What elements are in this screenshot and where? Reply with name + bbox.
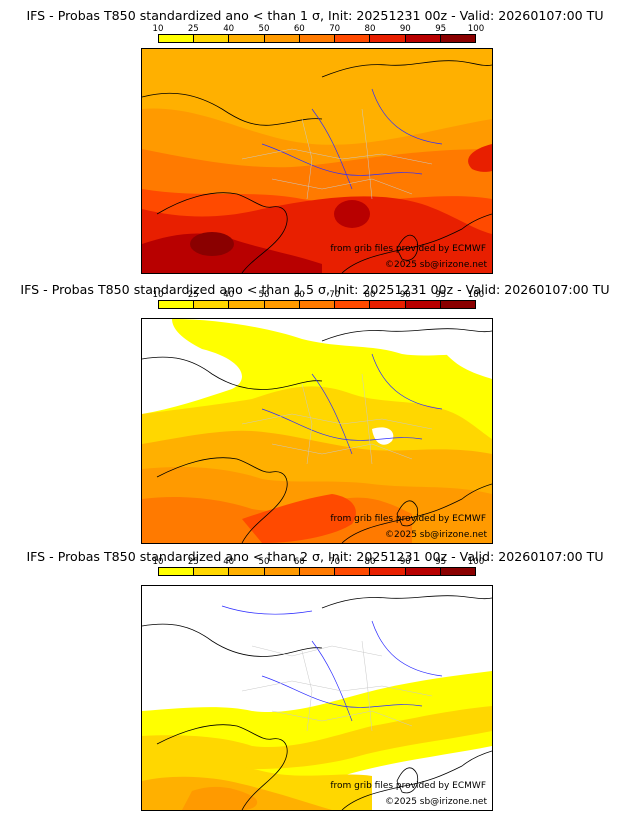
river-lines <box>261 353 443 455</box>
colorbar-swatch <box>335 301 371 308</box>
colorbar-tick: 100 <box>467 557 485 567</box>
coastline-lines <box>142 60 492 273</box>
colorbar-tick: 60 <box>293 290 305 300</box>
colorbar-tick: 70 <box>329 24 341 34</box>
colorbar-tick: 60 <box>293 24 305 34</box>
colorbar-tick: 25 <box>187 24 199 34</box>
colorbar-swatch <box>440 301 475 308</box>
probability-colorbar: 10 25 40 50 60 70 80 90 95 100 <box>153 24 484 44</box>
colorbar-swatch <box>264 35 300 42</box>
colorbar-swatch <box>370 301 406 308</box>
colorbar-tick: 40 <box>223 24 235 34</box>
colorbar-swatch <box>440 568 475 575</box>
colorbar-swatches <box>158 300 476 309</box>
colorbar-tick: 90 <box>399 24 411 34</box>
colorbar-swatch <box>159 301 195 308</box>
colorbar-swatch <box>194 301 230 308</box>
river-lines <box>221 605 443 722</box>
source-credit: from grib files provided by ECMWF <box>330 781 486 791</box>
colorbar-swatch <box>370 35 406 42</box>
colorbar-swatch <box>405 301 441 308</box>
colorbar-swatch <box>299 568 336 575</box>
region-borders <box>241 640 433 732</box>
colorbar-swatch <box>229 35 265 42</box>
colorbar-swatch <box>229 568 265 575</box>
colorbar-tick: 80 <box>364 557 376 567</box>
colorbar-swatches <box>158 34 476 43</box>
map-canvas <box>142 586 492 810</box>
colorbar-tick: 40 <box>223 290 235 300</box>
colorbar-tick: 80 <box>364 24 376 34</box>
colorbar-tick: 95 <box>435 557 447 567</box>
copyright-notice: ©2025 sb@irizone.net <box>385 797 487 807</box>
coastline-lines <box>142 328 492 543</box>
colorbar-tick: 70 <box>329 290 341 300</box>
panel-title: IFS - Probas T850 standardized ano < tha… <box>20 282 610 297</box>
probability-map: from grib files provided by ECMWF ©2025 … <box>141 585 493 811</box>
colorbar-swatch <box>299 301 336 308</box>
colorbar-swatch <box>194 568 230 575</box>
colorbar-swatch <box>405 35 441 42</box>
panel-title: IFS - Probas T850 standardized ano < tha… <box>26 8 604 23</box>
colorbar-tick: 100 <box>467 290 485 300</box>
colorbar-tick: 90 <box>399 557 411 567</box>
colorbar-tick: 100 <box>467 24 485 34</box>
colorbar-tick: 95 <box>435 290 447 300</box>
map-canvas <box>142 319 492 543</box>
probability-map: from grib files provided by ECMWF ©2025 … <box>141 48 493 274</box>
source-credit: from grib files provided by ECMWF <box>330 244 486 254</box>
colorbar-tick: 40 <box>223 557 235 567</box>
colorbar-tick: 50 <box>258 557 270 567</box>
coastline-lines <box>142 595 492 810</box>
probability-colorbar: 10 25 40 50 60 70 80 90 95 100 <box>153 290 484 310</box>
colorbar-tick: 80 <box>364 290 376 300</box>
colorbar-swatch <box>264 568 300 575</box>
colorbar-swatch <box>335 35 371 42</box>
copyright-notice: ©2025 sb@irizone.net <box>385 530 487 540</box>
map-panel-2: IFS - Probas T850 standardized ano < tha… <box>0 282 630 548</box>
copyright-notice: ©2025 sb@irizone.net <box>385 260 487 270</box>
colorbar-swatch <box>264 301 300 308</box>
colorbar-swatch <box>405 568 441 575</box>
panel-title: IFS - Probas T850 standardized ano < tha… <box>26 549 604 564</box>
map-canvas <box>142 49 492 273</box>
colorbar-tick: 10 <box>152 24 164 34</box>
colorbar-tick: 10 <box>152 290 164 300</box>
region-borders <box>241 108 433 200</box>
colorbar-swatch <box>159 568 195 575</box>
colorbar-tick: 25 <box>187 557 199 567</box>
colorbar-tick: 70 <box>329 557 341 567</box>
colorbar-tick: 50 <box>258 24 270 34</box>
colorbar-swatch <box>440 35 475 42</box>
map-panel-1: IFS - Probas T850 standardized ano < tha… <box>0 8 630 278</box>
colorbar-tick: 25 <box>187 290 199 300</box>
colorbar-swatch <box>159 35 195 42</box>
colorbar-tick: 10 <box>152 557 164 567</box>
colorbar-swatch <box>299 35 336 42</box>
colorbar-swatches <box>158 567 476 576</box>
colorbar-tick: 50 <box>258 290 270 300</box>
river-lines <box>261 88 443 190</box>
colorbar-swatch <box>335 568 371 575</box>
colorbar-tick: 60 <box>293 557 305 567</box>
colorbar-swatch <box>194 35 230 42</box>
colorbar-swatch <box>370 568 406 575</box>
colorbar-swatch <box>229 301 265 308</box>
colorbar-tick: 95 <box>435 24 447 34</box>
map-panel-3: IFS - Probas T850 standardized ano < tha… <box>0 549 630 819</box>
probability-colorbar: 10 25 40 50 60 70 80 90 95 100 <box>153 557 484 577</box>
region-borders <box>241 373 433 465</box>
probability-map: from grib files provided by ECMWF ©2025 … <box>141 318 493 544</box>
source-credit: from grib files provided by ECMWF <box>330 514 486 524</box>
colorbar-tick: 90 <box>399 290 411 300</box>
